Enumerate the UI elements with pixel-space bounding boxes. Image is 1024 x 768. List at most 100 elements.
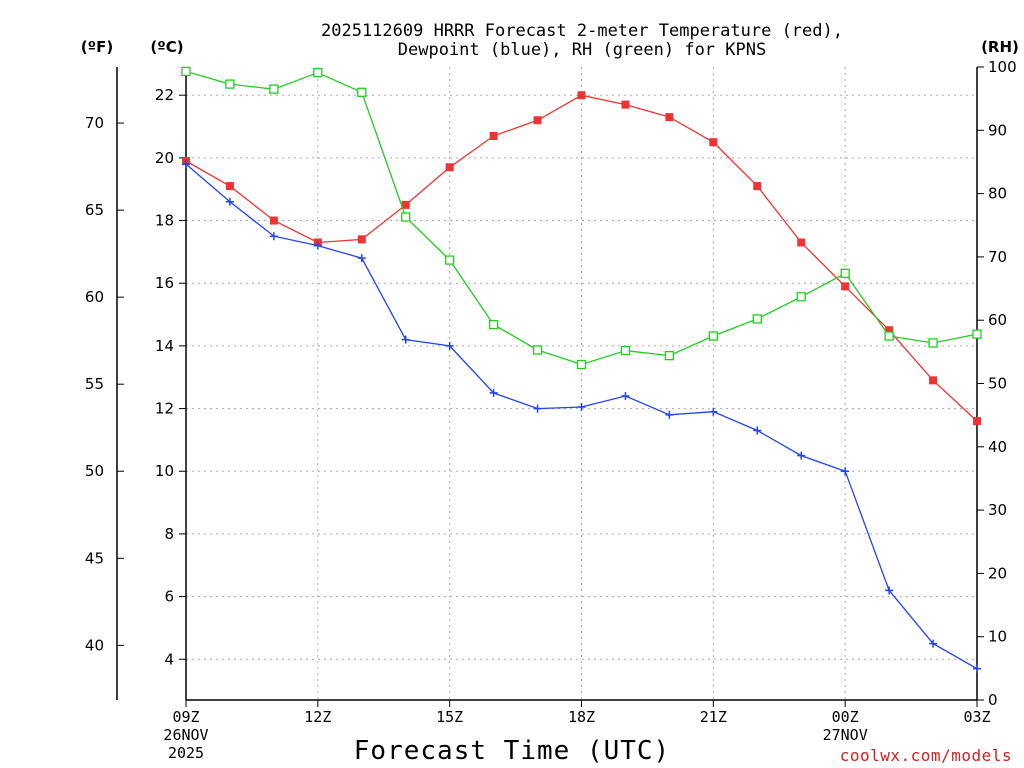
series-0-point <box>929 376 938 385</box>
series-2-point <box>708 331 718 341</box>
series-2-point <box>488 319 499 330</box>
series-0-point <box>665 113 674 122</box>
series-1-point <box>885 586 894 595</box>
series-2-point <box>664 350 675 361</box>
rh-tick-label: 50 <box>988 375 1007 393</box>
series-0-point <box>357 235 366 244</box>
x-tick-label: 12Z <box>304 708 331 726</box>
series-2-point <box>313 68 323 78</box>
celsius-tick-label: 10 <box>155 462 174 480</box>
rh-tick-label: 90 <box>988 121 1007 139</box>
gridlines <box>185 67 978 700</box>
series-1-point <box>445 341 454 350</box>
chart-title-line2: Dewpoint (blue), RH (green) for KPNS <box>398 40 766 60</box>
x-tick-year-label: 2025 <box>168 744 204 762</box>
series-1-point <box>225 197 234 206</box>
series-line-0 <box>185 94 978 422</box>
series-1-point <box>621 392 630 401</box>
series-0-point <box>269 216 278 225</box>
fahrenheit-tick-label: 55 <box>85 375 104 393</box>
series-2-point <box>401 212 411 222</box>
rh-tick-label: 0 <box>988 691 998 709</box>
fahrenheit-tick-label: 60 <box>85 288 104 306</box>
series-2-point <box>620 345 631 356</box>
series-1-point <box>357 254 366 263</box>
series-0-point <box>621 100 630 109</box>
x-tick-label: 00Z <box>832 708 859 726</box>
series-2-point <box>884 331 894 341</box>
series-2-point <box>972 329 982 339</box>
rh-unit-label: (RH) <box>981 38 1019 56</box>
rh-tick-label: 80 <box>988 185 1007 203</box>
celsius-tick-label: 16 <box>155 274 174 292</box>
celsius-tick-label: 14 <box>155 337 174 355</box>
series-0-point <box>709 138 718 147</box>
chart-title-line1: 2025112609 HRRR Forecast 2-meter Tempera… <box>321 21 843 41</box>
series-1-point <box>929 639 938 648</box>
series-0-point <box>445 163 454 172</box>
rh-tick-label: 40 <box>988 438 1007 456</box>
data-series <box>181 66 982 673</box>
celsius-tick-label: 8 <box>164 525 174 543</box>
series-1-point <box>269 232 278 241</box>
series-2-point <box>269 84 279 94</box>
x-tick-label: 21Z <box>700 708 727 726</box>
series-0-point <box>533 116 542 125</box>
series-2-point <box>576 359 587 370</box>
series-1-point <box>489 388 498 397</box>
x-tick-label: 18Z <box>568 708 595 726</box>
series-1-point <box>182 160 190 169</box>
series-0-point <box>489 131 498 140</box>
series-0-point <box>797 238 806 247</box>
series-1-point <box>753 426 762 435</box>
series-2-point <box>181 66 191 77</box>
series-2-point <box>796 292 806 302</box>
axes: 4 6 8 10 12 14 16 18 20 22 40 45 50 55 60 65 70 0 10 20 30 40… <box>85 58 1017 762</box>
celsius-tick-label: 20 <box>155 149 174 167</box>
series-2-point <box>928 338 938 348</box>
credit-text: coolwx.com/models <box>840 746 1012 765</box>
fahrenheit-tick-label: 40 <box>85 636 104 654</box>
x-tick-date-label: 26NOV <box>163 726 208 744</box>
series-1-point <box>533 404 542 413</box>
series-0-point <box>973 417 981 426</box>
series-2-point <box>532 345 543 355</box>
celsius-unit-label: (ºC) <box>150 38 183 56</box>
series-2-point <box>357 87 367 97</box>
series-0-point <box>577 91 586 100</box>
celsius-tick-label: 12 <box>155 400 174 418</box>
series-0-point <box>841 282 850 291</box>
celsius-tick-label: 18 <box>155 212 174 230</box>
series-0-point <box>401 200 410 209</box>
x-tick-label: 03Z <box>963 708 990 726</box>
series-1-point <box>577 403 586 412</box>
fahrenheit-tick-label: 70 <box>85 114 104 132</box>
fahrenheit-unit-label: (ºF) <box>81 38 113 56</box>
fahrenheit-tick-label: 50 <box>85 462 104 480</box>
celsius-tick-label: 4 <box>164 650 174 668</box>
fahrenheit-tick-label: 65 <box>85 201 104 219</box>
rh-tick-label: 70 <box>988 248 1007 266</box>
x-axis-label: Forecast Time (UTC) <box>354 736 670 766</box>
rh-tick-label: 20 <box>988 564 1007 582</box>
x-tick-date-label: 27NOV <box>823 726 868 744</box>
rh-tick-label: 30 <box>988 501 1007 519</box>
series-1-point <box>797 451 806 460</box>
celsius-tick-label: 6 <box>164 588 174 606</box>
celsius-tick-label: 22 <box>155 86 174 104</box>
series-1-point <box>401 335 410 344</box>
series-2-point <box>225 79 235 89</box>
rh-tick-label: 60 <box>988 311 1007 329</box>
series-0-point <box>225 182 234 191</box>
series-2-point <box>840 268 850 279</box>
x-tick-label: 09Z <box>172 708 199 726</box>
series-1-point <box>313 241 322 250</box>
x-tick-label: 15Z <box>436 708 463 726</box>
series-0-point <box>885 326 894 335</box>
series-1-point <box>841 467 850 476</box>
series-1-point <box>665 410 674 419</box>
series-0-point <box>753 182 762 191</box>
fahrenheit-tick-label: 45 <box>85 549 104 567</box>
series-2-point <box>445 255 455 265</box>
